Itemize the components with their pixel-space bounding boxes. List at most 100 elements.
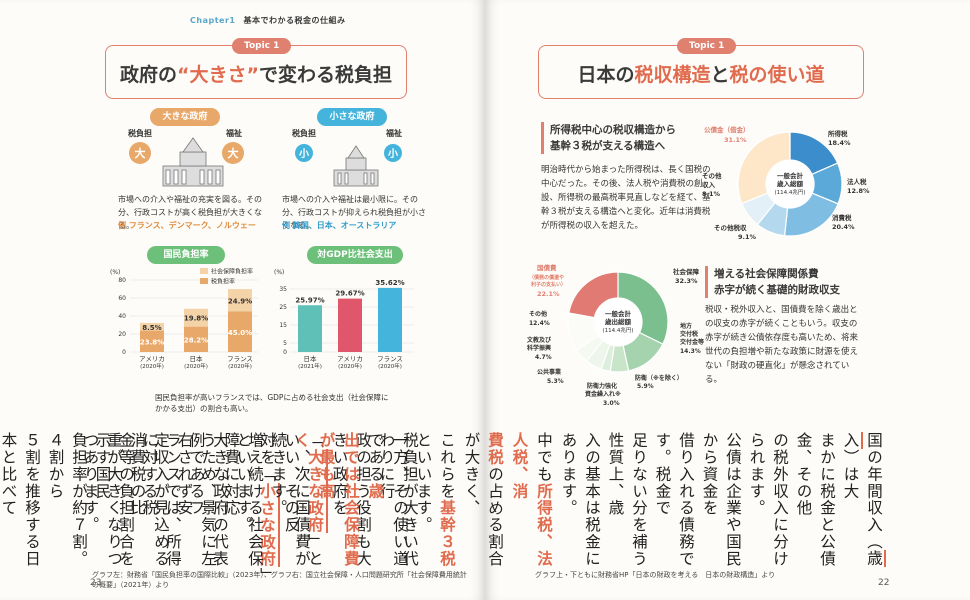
body-line: 「大きな政府」といい、その反 [279, 432, 328, 577]
x-tick-sublabel: (2020年) [184, 362, 208, 370]
bar-value-label: 24.9% [228, 297, 252, 305]
pie-center-label: 一般会計 [605, 309, 632, 318]
small-gov-tax-mark: 小 [298, 147, 309, 160]
pie-label: 公債金（借金） [704, 125, 750, 134]
body-line: 大きな政府の代表例であるフ [187, 432, 230, 568]
bar-segment [184, 326, 208, 352]
y-tick-label: 40 [118, 313, 126, 320]
right-source: グラフ上・下ともに財務省HP「日本の財政を考える 日本の財政構造」より [535, 571, 776, 579]
y-tick-label: 60 [118, 295, 126, 302]
legend-swatch [200, 268, 208, 274]
pie-label: 科学振興 [527, 344, 551, 352]
pie-slice [617, 271, 669, 345]
pie-label: 社会保障 [673, 267, 700, 276]
pie-label: 交付金等 [680, 338, 704, 346]
body-line: 入の基本は税金にあります。 [559, 432, 602, 568]
pie-label: 18.4% [828, 139, 851, 147]
subhead-expenditure: 増える社会保障関係費 赤字が続く基礎的財政収支 [705, 266, 863, 298]
body-line: 公債は企業や国民から資金を [700, 432, 743, 568]
body-line: 増え続ける社会保障費に対応 [222, 432, 265, 568]
revenue-text: 明治時代から始まった所得税は、長く国税の中心だった。その後、法人税や消費税の創設… [541, 165, 711, 231]
chart-caption: 国民負担率が高いフランスでは、GDPに占める社会支出（社会保障にかかる支出）の割… [155, 393, 389, 413]
x-tick-sublabel: (2020年) [228, 362, 252, 370]
big-gov-tax-mark: 大 [135, 146, 146, 160]
y-unit: (%) [274, 269, 284, 276]
body-line: ランスでは、所得に対する税 [140, 432, 183, 568]
pie-label: 3.0% [603, 400, 620, 407]
pie-label: （債務の償還や [529, 274, 564, 281]
bar-value-label: 25.97% [295, 296, 324, 304]
pie-center-label: 歳出総額 [605, 317, 632, 326]
right-page: Topic 1 日本の税収構造と税の使い道 所得税中心の税収構造から 基幹３税が支… [82, 0, 970, 600]
pie-label: 国債費 [537, 263, 557, 272]
legend-swatch [200, 278, 208, 284]
pie-label: 利子の支払い） [530, 281, 566, 288]
y-tick-label: 15 [279, 322, 287, 329]
right-topic-tag: Topic 1 [677, 38, 737, 54]
body-line: 足りない分を補う性質上、歳 [606, 432, 649, 568]
chapter-header: Chapter1 基本でわかる税金の仕組み [190, 16, 346, 25]
pie-label: 消費税 [832, 213, 852, 222]
y-tick-label: 80 [118, 277, 126, 284]
chapter-title: 基本でわかる税金の仕組み [243, 16, 346, 25]
chart1-title: 国民負担率 [147, 246, 225, 264]
big-gov-welfare-circle [222, 142, 244, 164]
body-line: 借り入れる債務です。税金で [653, 432, 696, 568]
body-line: ５割を推移する日本と比べて [0, 432, 41, 568]
pie-label: 14.3% [680, 348, 701, 355]
body-line: うため、景気に左右されず安 [175, 432, 218, 568]
small-gov-illustration: 税負担 小 福祉 小 [292, 128, 402, 187]
x-tick-label: アメリカ [337, 355, 363, 363]
pie-label: 資金繰入れ※ [585, 390, 621, 398]
body-line: く、次に国債費が続きます。 [269, 432, 313, 568]
pie-label: 31.1% [724, 136, 747, 144]
pie-label: 収入 [702, 180, 716, 189]
pie-label: 防衛力強化 [587, 382, 617, 390]
body-line: これらを基幹３税といいます。 [414, 432, 458, 568]
body-line: まかに税金と公債金、その他 [794, 432, 837, 568]
social-spending-chart: (%)0515253525.97%日本(2021年)29.67%アメリカ(202… [274, 269, 414, 370]
body-line: 一方、その使い道である歳 [366, 432, 410, 568]
big-gov-welfare-label: 福祉 [225, 128, 242, 138]
pie-center [595, 299, 641, 345]
x-tick-label: 日本 [304, 354, 318, 363]
small-gov-desc: 市場への介入や福祉は最小限に。その分、行政コストが抑えられ税負担が小さくなる。 [282, 195, 426, 230]
pie-label: 5.9% [637, 383, 654, 390]
pie-label: 交付税 [680, 330, 698, 338]
left-page: Chapter1 基本でわかる税金の仕組み Topic 1 政府の“大きさ”で変わ… [0, 0, 485, 600]
bar [378, 287, 402, 352]
pie-label: 5.3% [547, 378, 564, 385]
body-line: 中でも所得税、法人税、消 [510, 432, 555, 568]
bar-value-label: 19.8% [184, 315, 208, 323]
small-gov-example: 例 韓国、日本、オーストラリア [282, 221, 397, 230]
pie-label: 所得税 [828, 129, 848, 138]
small-gov-welfare-label: 福祉 [385, 128, 402, 138]
bar-segment [228, 289, 252, 312]
big-gov-label: 大きな政府 [150, 108, 220, 126]
y-tick-label: 0 [283, 349, 287, 356]
left-topic-title: 政府の“大きさ”で変わる税負担 [119, 64, 392, 86]
bar-value-label: 28.2% [184, 336, 208, 344]
x-tick-label: アメリカ [139, 355, 165, 363]
x-tick-sublabel: (2020年) [140, 362, 164, 370]
chart2-title: 対GDP比社会支出 [307, 246, 403, 264]
pie-slice [568, 271, 619, 319]
right-topic-box: Topic 1 日本の税収構造と税の使い道 [538, 38, 864, 99]
bar [298, 305, 322, 352]
pie-label: 法人税 [847, 177, 867, 186]
bar-segment [228, 311, 252, 352]
pie-center-sublabel: (114.4兆円) [602, 326, 633, 334]
x-tick-label: フランス [377, 355, 403, 363]
body-line: 税負担が大きい代わりに行 [377, 432, 420, 568]
bar-segment [184, 308, 208, 327]
small-gov-tax-circle [295, 144, 313, 162]
expenditure-text: 税収・税外収入と、国債費を除く歳出との収支の赤字が続くこともいう。収支の赤字が続… [705, 305, 859, 385]
big-gov-welfare-mark: 大 [228, 146, 239, 160]
left-topic-tag: Topic 1 [232, 38, 292, 54]
body-line: の税外収入に分けられます。 [747, 432, 790, 568]
right-page-number: 22 [878, 578, 890, 588]
pie-label: 8.1% [702, 190, 721, 198]
small-gov-label: 小さな政府 [317, 108, 387, 126]
left-topic-box: Topic 1 政府の“大きさ”で変わる税負担 [105, 38, 407, 99]
